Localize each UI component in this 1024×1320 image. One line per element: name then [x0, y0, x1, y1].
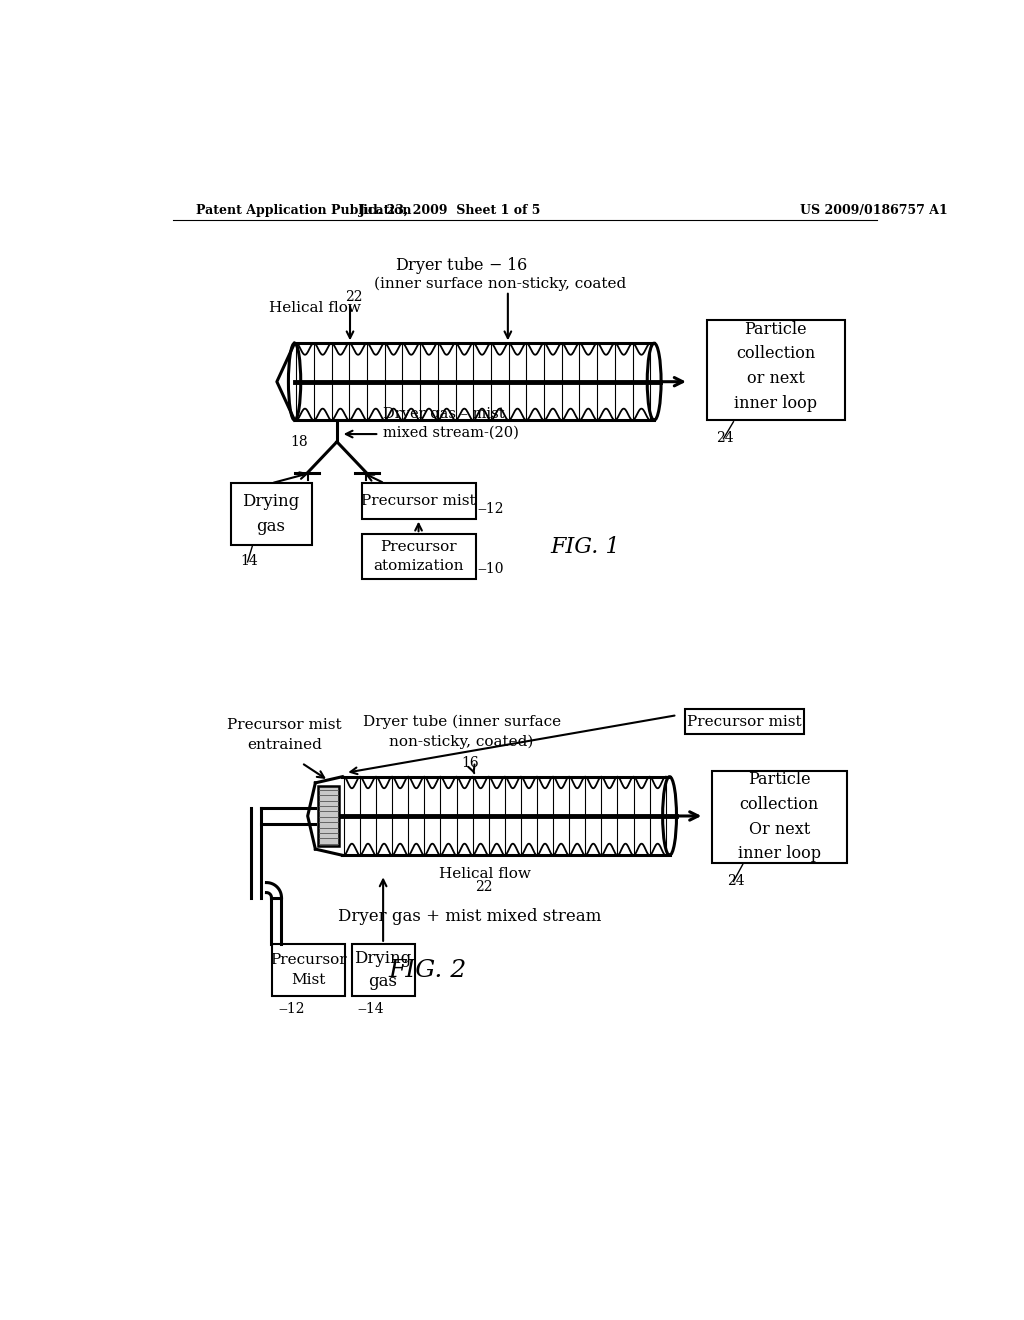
Text: 14: 14	[240, 554, 258, 568]
Text: Dryer tube $-$ 16: Dryer tube $-$ 16	[395, 255, 528, 276]
Text: ‒12: ‒12	[478, 502, 505, 516]
Text: FIG. 2: FIG. 2	[388, 960, 466, 982]
Text: Helical flow: Helical flow	[269, 301, 361, 315]
Bar	[230, 483, 311, 545]
Text: 22: 22	[475, 879, 493, 894]
Text: Dryer gas – mist
mixed stream-(20): Dryer gas – mist mixed stream-(20)	[383, 407, 519, 440]
Text: Particle
collection
or next
inner loop: Particle collection or next inner loop	[734, 321, 817, 412]
Bar	[361, 535, 475, 579]
Text: Drying
gas: Drying gas	[354, 949, 412, 990]
Text: US 2009/0186757 A1: US 2009/0186757 A1	[801, 205, 948, 218]
Text: (inner surface non-sticky, coated: (inner surface non-sticky, coated	[374, 276, 627, 290]
Text: FIG. 1: FIG. 1	[550, 536, 620, 558]
Text: ‒14: ‒14	[357, 1002, 384, 1016]
Text: 24: 24	[727, 874, 744, 887]
Text: Precursor
atomization: Precursor atomization	[374, 540, 464, 573]
Text: Precursor mist: Precursor mist	[687, 714, 802, 729]
Text: Particle
collection
Or next
inner loop: Particle collection Or next inner loop	[737, 771, 821, 862]
Bar	[707, 321, 845, 420]
Text: Dryer tube (inner surface
non-sticky, coated): Dryer tube (inner surface non-sticky, co…	[362, 714, 561, 748]
Text: Jul. 23, 2009  Sheet 1 of 5: Jul. 23, 2009 Sheet 1 of 5	[359, 205, 542, 218]
Bar	[361, 483, 475, 519]
Text: Drying
gas: Drying gas	[243, 494, 300, 535]
Text: Precursor mist: Precursor mist	[361, 494, 476, 508]
Bar	[351, 944, 415, 997]
Text: Precursor
Mist: Precursor Mist	[270, 953, 347, 987]
Text: ‒12: ‒12	[279, 1002, 305, 1016]
Text: 24: 24	[716, 430, 733, 445]
Bar	[685, 709, 804, 734]
Text: Helical flow: Helical flow	[439, 867, 530, 882]
Bar	[272, 944, 345, 997]
Text: 18: 18	[290, 434, 307, 449]
Text: 22: 22	[345, 290, 362, 304]
Text: 16: 16	[462, 756, 479, 771]
Text: Precursor mist
entrained: Precursor mist entrained	[227, 718, 342, 752]
Bar	[317, 785, 339, 846]
Text: ‒10: ‒10	[478, 562, 505, 576]
Bar	[712, 771, 847, 863]
Text: Patent Application Publication: Patent Application Publication	[196, 205, 412, 218]
Text: Dryer gas + mist mixed stream: Dryer gas + mist mixed stream	[338, 908, 601, 925]
